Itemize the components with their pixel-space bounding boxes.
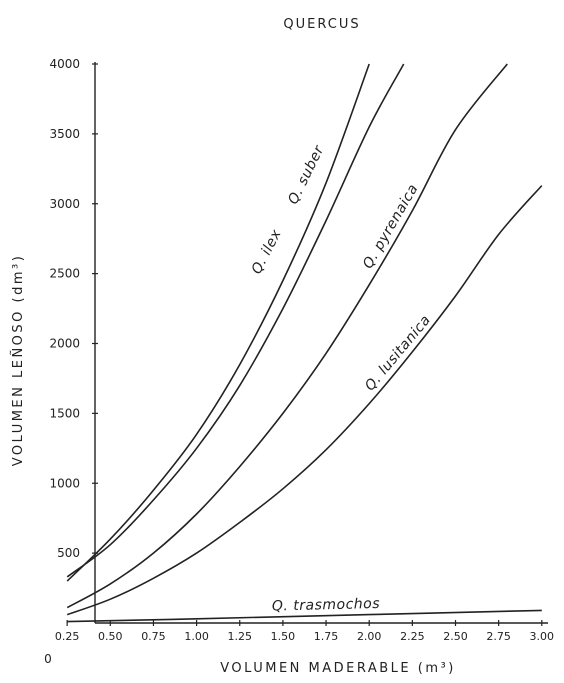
x-tick-label: 2.75 xyxy=(486,630,511,643)
x-tick-label: 1.25 xyxy=(228,630,253,643)
x-tick-label: 2.00 xyxy=(357,630,382,643)
x-tick-label: 3.00 xyxy=(530,630,555,643)
y-tick-label: 2000 xyxy=(49,337,80,351)
x-tick-label: 1.00 xyxy=(184,630,209,643)
y-tick-label: 4000 xyxy=(49,57,80,71)
x-axis-label: VOLUMEN MADERABLE (m³) xyxy=(220,661,456,676)
y-tick-label: 3500 xyxy=(49,127,80,141)
x-tick-label: 2.50 xyxy=(443,630,468,643)
y-tick-label: 1000 xyxy=(49,476,80,490)
x-tick-label: 0.25 xyxy=(55,630,80,643)
series-line-q-trasmochos xyxy=(67,609,542,623)
y-tick-label: 3000 xyxy=(49,197,80,211)
series-label-q-pyrenaica: Q. pyrenaica xyxy=(360,181,422,271)
series-label-q-lusitanica: Q. lusitanica xyxy=(362,312,434,394)
x-tick-label: 2.25 xyxy=(400,630,425,643)
series-label-q-suber: Q. suber xyxy=(285,142,328,207)
x-ticks: 0.25 0.50 0.75 1.00 1.25 1.50 1.75 2.00 2.25 2.50… xyxy=(55,620,554,643)
series-label-q-ilex: Q. ilex xyxy=(249,227,285,277)
series-line-q-pyrenaica xyxy=(66,63,508,609)
y-tick-label: 500 xyxy=(57,546,80,560)
y-axis-label: VOLUMEN LEÑOSO (dm³) xyxy=(10,254,26,467)
x-tick-label: 0.50 xyxy=(98,630,123,643)
origin-label: 0 xyxy=(44,652,52,666)
x-tick-label: 1.50 xyxy=(271,630,296,643)
series-line-q-lusitanica xyxy=(66,185,543,616)
y-tick-label: 2500 xyxy=(49,267,80,281)
y-ticks: 500 1000 1500 2000 2500 3000 3500 4000 xyxy=(49,57,98,560)
x-tick-label: 1.75 xyxy=(314,630,339,643)
series-line-q-ilex xyxy=(66,63,370,582)
series-label-q-trasmochos: Q. trasmochos xyxy=(272,596,381,615)
chart-title: QUERCUS xyxy=(283,17,360,32)
x-tick-label: 0.75 xyxy=(141,630,166,643)
series-line-q-suber xyxy=(66,63,405,578)
y-tick-label: 1500 xyxy=(49,406,80,420)
